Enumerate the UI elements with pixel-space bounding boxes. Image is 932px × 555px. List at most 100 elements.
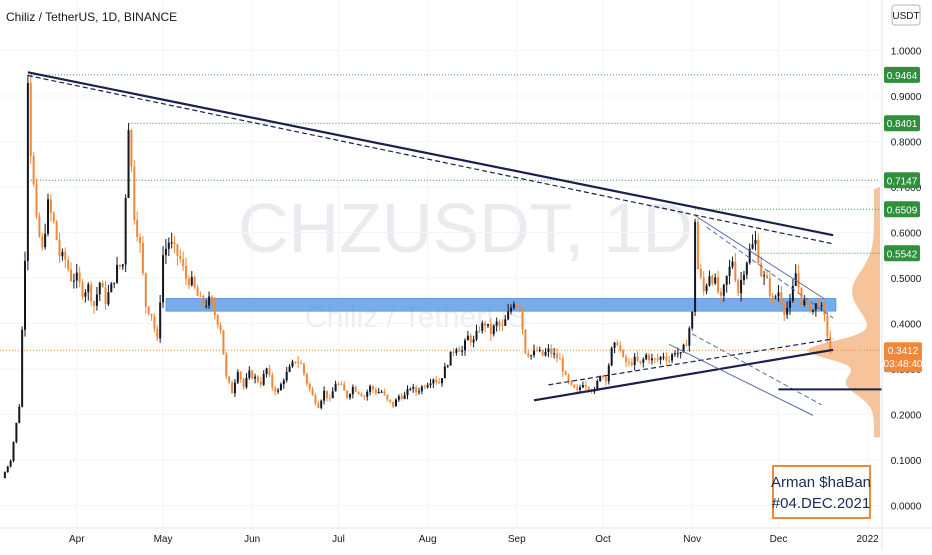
candle-body — [599, 375, 602, 381]
candle-body — [676, 353, 679, 355]
candle-body — [616, 342, 619, 346]
currency-badge[interactable]: USDT — [891, 4, 921, 26]
candle-body — [584, 385, 587, 388]
volume-profile-shape — [807, 186, 880, 438]
candle-body — [515, 304, 518, 306]
candle-body — [625, 356, 628, 363]
candle-body — [24, 260, 27, 330]
candle-body — [472, 339, 475, 343]
candle-body — [254, 376, 257, 379]
candle-body — [452, 351, 455, 353]
price-level-badge — [884, 245, 920, 262]
candle-body — [763, 275, 766, 277]
candle-body — [504, 319, 507, 326]
candle-body — [475, 330, 478, 340]
candle-body — [340, 384, 343, 386]
candle-body — [777, 292, 780, 297]
candle-body — [144, 273, 147, 307]
candle-body — [814, 303, 817, 310]
candle-body — [386, 394, 389, 400]
candle-body — [302, 363, 305, 374]
candle-body — [300, 363, 303, 365]
candle-body — [72, 280, 75, 282]
candle-body — [15, 422, 18, 443]
candle-body — [55, 221, 58, 240]
candle-body — [90, 284, 93, 302]
price-tick-label: 0.5000 — [891, 274, 922, 285]
price-tick-label: 0.9000 — [891, 92, 922, 103]
candle-body — [242, 379, 245, 388]
candle-body — [185, 265, 188, 279]
candle-body — [357, 391, 360, 394]
time-axis-ticks: Apr May Jun Jul Aug Sep Oct Nov Dec 2022 — [69, 534, 879, 545]
candle-body — [619, 345, 622, 351]
candle-body — [285, 371, 288, 381]
candle-body — [139, 236, 142, 244]
candle-body — [811, 309, 814, 312]
symbol-title[interactable]: Chiliz / TetherUS, 1D, BINANCE — [6, 10, 177, 24]
price-axis-labels: 0.9464 0.8401 0.7147 0.6509 0.5542 0.3412 03:4… — [884, 66, 923, 373]
candle-body — [533, 350, 536, 356]
candle-body — [817, 303, 820, 306]
candle-body — [510, 307, 513, 312]
candle-body — [544, 351, 547, 356]
time-tick-label: Aug — [419, 534, 437, 545]
horizontal-levels — [0, 74, 880, 351]
candle-body — [213, 304, 216, 316]
price-level-label: 0.5542 — [887, 249, 918, 260]
candle-body — [93, 301, 96, 306]
candle-body — [210, 296, 213, 305]
candle-body — [124, 197, 127, 265]
candle-body — [538, 349, 541, 351]
candle-body — [530, 355, 533, 357]
candle-body — [645, 354, 648, 360]
candle-body — [406, 389, 409, 396]
price-tick-label: 1.0000 — [891, 46, 922, 57]
candle-body — [725, 275, 728, 285]
price-tick-label: 0.4000 — [891, 319, 922, 330]
candle-body — [797, 273, 800, 288]
author-signature: Arman $haBan #04.DEC.2021 — [771, 465, 871, 519]
candle-body — [308, 383, 311, 390]
candle-body — [377, 391, 380, 394]
signature-frame — [772, 465, 871, 519]
price-level-badge — [884, 66, 920, 83]
candle-body — [656, 358, 659, 360]
candle-body — [369, 386, 372, 392]
candle-body — [383, 391, 386, 395]
candle-body — [98, 282, 101, 295]
candle-body — [717, 277, 720, 292]
candle-body — [400, 396, 403, 399]
candle-body — [41, 236, 44, 248]
channel-upper-dashed — [706, 226, 834, 319]
candle-body — [639, 360, 642, 363]
candle-body — [78, 272, 81, 283]
candle-body — [265, 368, 268, 374]
candle-body — [325, 390, 328, 399]
candle-body — [173, 242, 176, 245]
price-axis-panel[interactable] — [882, 0, 932, 550]
candle-body — [650, 358, 653, 361]
candle-body — [461, 350, 464, 352]
candle-body — [501, 325, 504, 327]
candle-body — [579, 387, 582, 390]
lower-trendline-dashed — [548, 338, 834, 386]
candle-body — [665, 356, 668, 361]
candle-body — [202, 296, 205, 307]
candle-body — [343, 384, 346, 391]
time-tick-label: Jul — [332, 534, 345, 545]
signature-date: #04.DEC.2021 — [772, 495, 870, 512]
candle-body — [489, 324, 492, 335]
candle-body — [788, 300, 791, 308]
candle-body — [150, 313, 153, 317]
candle-body — [484, 323, 487, 326]
candle-body — [685, 344, 688, 346]
candle-body — [487, 324, 490, 326]
candle-body — [279, 384, 282, 391]
candle-body — [829, 336, 832, 351]
candle-body — [219, 325, 222, 331]
candle-body — [423, 386, 426, 388]
